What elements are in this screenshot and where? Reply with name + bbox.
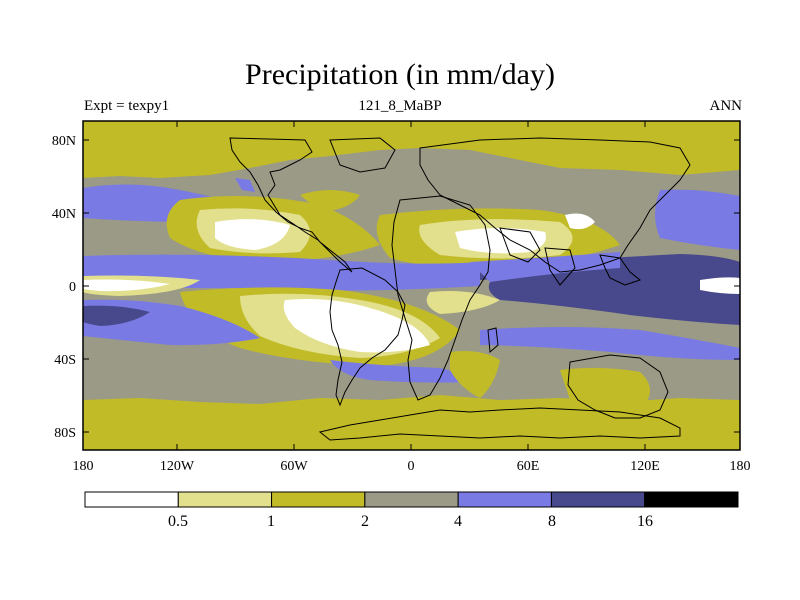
lon-label-180w: 180 [73, 459, 94, 474]
south-pacific-dark [83, 305, 150, 326]
colorbar-swatch-5 [550, 491, 646, 508]
antarctica-outline [318, 407, 681, 441]
lat-label-40s: 40S [54, 353, 76, 368]
arabia-outline [499, 227, 541, 263]
southeast-asia-outline [599, 254, 642, 286]
south-indian-blue [480, 327, 740, 360]
experiment-label: Expt = texpy1 [84, 98, 170, 114]
colorbar-swatch-0 [84, 491, 179, 508]
pacific-light-belt [426, 291, 500, 314]
europe-olive [300, 190, 360, 212]
south-atlantic-blue [330, 360, 470, 383]
south-pacific-white [283, 299, 430, 353]
lon-label-0: 0 [408, 459, 415, 474]
dateline-white [700, 277, 740, 294]
lat-labels: 80N 40N 0 40S 80S [52, 134, 76, 441]
colorbar-label-4: 4 [454, 513, 462, 530]
colorbar-swatch-2 [271, 491, 366, 508]
colorbar-label-8: 8 [548, 513, 556, 530]
axis-ticks [83, 121, 740, 450]
east-pacific-white [83, 279, 170, 292]
period-label: 121_8_MaBP [358, 98, 442, 114]
lon-labels: 180 120W 60W 0 60E 120E 180 [73, 459, 751, 474]
lon-label-120w: 120W [160, 459, 195, 474]
lat-label-80s: 80S [54, 426, 76, 441]
precip-field [83, 121, 740, 450]
colorbar [84, 491, 739, 508]
south-africa-olive [450, 351, 500, 398]
lat-label-eq: 0 [69, 280, 76, 295]
season-label: ANN [709, 98, 743, 114]
antarctic-olive-band [83, 395, 740, 450]
lat-label-80n: 80N [52, 134, 76, 149]
map-title: Precipitation (in mm/day) [245, 58, 555, 91]
west-pacific-blue [655, 189, 740, 250]
arctic-olive-band [83, 121, 740, 178]
colorbar-labels: 0.5 1 2 4 8 16 [168, 513, 653, 530]
australia-olive [560, 367, 650, 411]
greenland-outline [329, 137, 396, 173]
n-america-white [215, 219, 290, 250]
lon-label-60w: 60W [280, 459, 308, 474]
coastlines [229, 137, 691, 441]
colorbar-swatch-3 [364, 491, 459, 508]
colorbar-label-1: 1 [267, 513, 275, 530]
colorbar-label-2: 2 [361, 513, 369, 530]
africa-outline [391, 195, 491, 401]
colorbar-label-0.5: 0.5 [168, 513, 188, 530]
south-america-outline [329, 267, 406, 407]
lat-label-40n: 40N [52, 207, 76, 222]
madagascar-outline [487, 327, 499, 354]
colorbar-swatch-1 [177, 491, 273, 508]
indian-blue [470, 252, 620, 282]
lon-label-120e: 120E [630, 459, 660, 474]
asia-white-spot [565, 213, 595, 230]
eurasia-outline [419, 137, 691, 273]
india-outline [544, 247, 576, 286]
australia-outline [567, 354, 669, 419]
colorbar-swatch-4 [457, 491, 552, 508]
lon-label-60e: 60E [517, 459, 540, 474]
north-america-outline [229, 137, 353, 273]
colorbar-swatch-6 [644, 491, 739, 508]
lon-label-180e: 180 [730, 459, 751, 474]
north-atlantic-blue [235, 178, 255, 192]
pacific-dark-tongue [488, 264, 740, 325]
colorbar-label-16: 16 [637, 513, 653, 530]
